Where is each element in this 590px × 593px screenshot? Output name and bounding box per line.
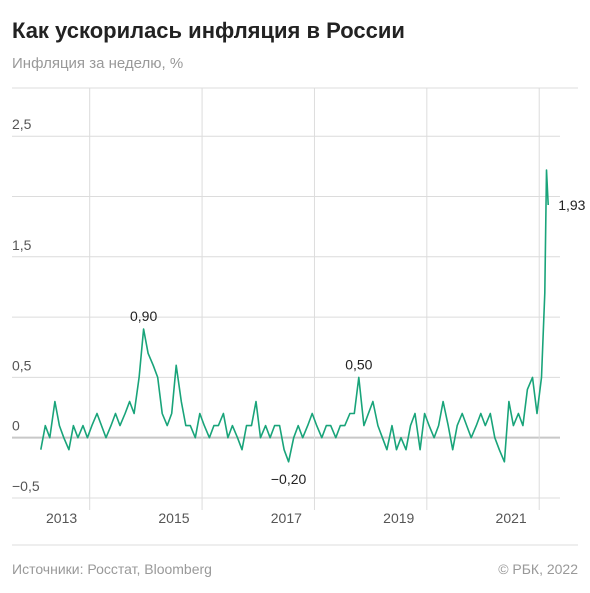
x-tick-label: 2021 [496,510,527,526]
series-line [40,169,549,463]
x-tick-label: 2013 [46,510,77,526]
y-tick-label: 0 [12,418,20,434]
value-label: 1,93 [558,197,585,213]
y-tick-label: 2,5 [12,116,32,132]
copyright: © РБК, 2022 [498,561,578,577]
x-tick-label: 2015 [158,510,189,526]
y-tick-label: −0,5 [12,478,40,494]
y-tick-label: 1,5 [12,237,32,253]
chart-subtitle: Инфляция за неделю, % [12,55,183,72]
source: Источники: Росстат, Bloomberg [12,561,212,577]
value-label: 0,50 [345,356,372,372]
y-tick-label: 0,5 [12,357,32,373]
chart-title: Как ускорилась инфляция в России [12,18,405,43]
value-label: −0,20 [271,471,307,487]
x-tick-label: 2017 [271,510,302,526]
x-tick-label: 2019 [383,510,414,526]
value-label: 0,90 [130,308,157,324]
